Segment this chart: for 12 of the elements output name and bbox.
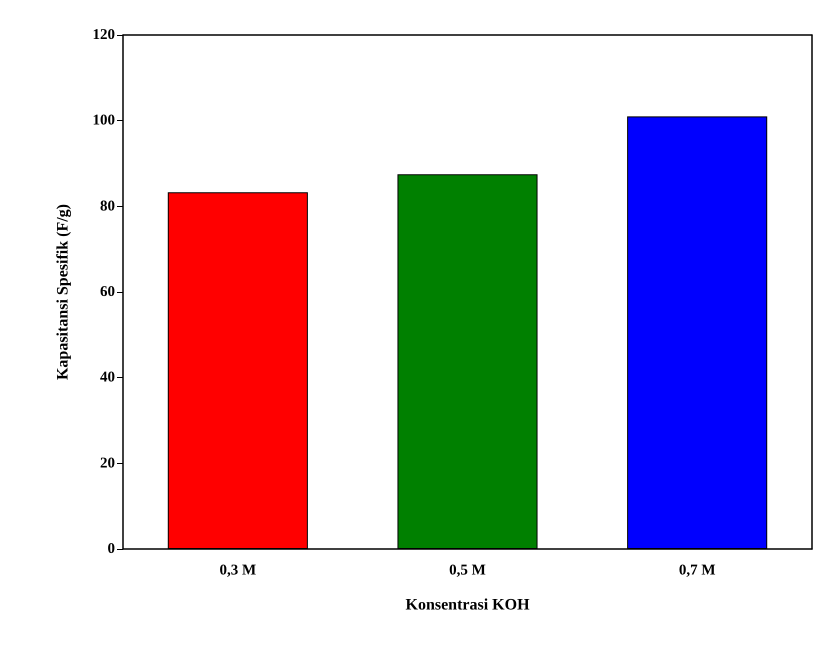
x-tick-label: 0,3 M	[219, 562, 256, 578]
y-tick-label: 120	[92, 27, 115, 43]
x-axis-title: Konsentrasi KOH	[405, 596, 530, 614]
y-axis-title: Kapasitansi Spesifik (F/g)	[54, 204, 72, 380]
y-tick-label: 60	[100, 284, 115, 300]
y-tick-label: 80	[100, 198, 115, 214]
y-tick-label: 40	[100, 370, 115, 386]
y-tick-label: 20	[100, 455, 115, 472]
y-tick-label: 0	[108, 541, 115, 557]
x-tick-label: 0,5 M	[449, 562, 486, 578]
y-tick-label: 100	[92, 112, 115, 129]
x-tick-label: 0,7 M	[678, 562, 716, 578]
